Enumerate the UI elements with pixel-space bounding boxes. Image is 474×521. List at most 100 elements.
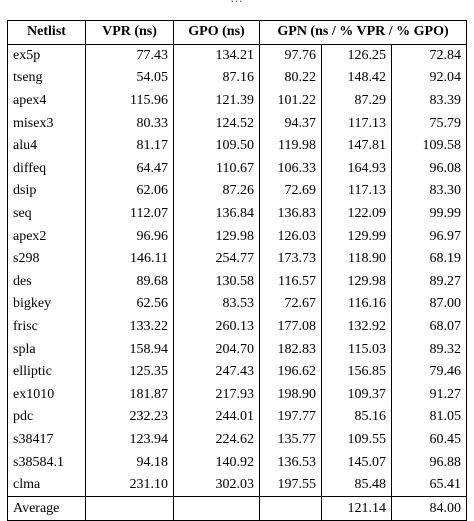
gpo-cell: 302.03 xyxy=(173,473,260,497)
gpn-ns-cell: 177.08 xyxy=(259,315,322,339)
gpn-gpo-pct-cell: 89.32 xyxy=(390,338,468,361)
gpn-gpo-pct-cell: 79.46 xyxy=(390,360,468,384)
gpo-cell: 136.84 xyxy=(173,202,260,226)
header-row: Netlist VPR (ns) GPO (ns) GPN (ns / % VP… xyxy=(7,20,468,45)
gpn-gpo-pct-cell: 65.41 xyxy=(390,473,468,497)
vpr-cell: 123.94 xyxy=(85,428,174,452)
gpn-ns-cell: 116.57 xyxy=(259,270,322,294)
gpo-cell: 129.98 xyxy=(173,225,260,248)
gpo-cell: 134.21 xyxy=(173,44,260,68)
netlist-cell: spla xyxy=(7,338,86,361)
netlist-cell: des xyxy=(7,270,86,294)
gpo-cell: 217.93 xyxy=(173,383,260,407)
table-row: s298 146.11 254.77 173.73 118.90 68.19 xyxy=(7,247,468,271)
netlist-cell: ex5p xyxy=(7,44,86,68)
gpn-gpo-pct-cell: 96.88 xyxy=(390,451,468,474)
gpn-gpo-pct-cell: 60.45 xyxy=(390,428,468,452)
average-gpn-vpr: 121.14 xyxy=(321,496,392,521)
gpn-vpr-pct-cell: 118.90 xyxy=(321,247,392,271)
gpn-ns-cell: 72.67 xyxy=(259,293,322,316)
table-row: pdc 232.23 244.01 197.77 85.16 81.05 xyxy=(7,406,468,429)
gpn-ns-cell: 136.53 xyxy=(259,451,322,474)
netlist-cell: diffeq xyxy=(7,157,86,181)
header-gpo: GPO (ns) xyxy=(173,20,260,45)
gpn-vpr-pct-cell: 87.29 xyxy=(321,89,392,113)
gpn-vpr-pct-cell: 147.81 xyxy=(321,134,392,158)
vpr-cell: 181.87 xyxy=(85,383,174,407)
gpn-vpr-pct-cell: 122.09 xyxy=(321,202,392,226)
gpn-vpr-pct-cell: 156.85 xyxy=(321,360,392,384)
table-row: s38584.1 94.18 140.92 136.53 145.07 96.88 xyxy=(7,451,468,474)
gpn-vpr-pct-cell: 145.07 xyxy=(321,451,392,474)
gpn-ns-cell: 173.73 xyxy=(259,247,322,271)
gpn-vpr-pct-cell: 117.13 xyxy=(321,180,392,203)
vpr-cell: 112.07 xyxy=(85,202,174,226)
netlist-cell: ex1010 xyxy=(7,383,86,407)
gpo-cell: 244.01 xyxy=(173,406,260,429)
gpn-ns-cell: 97.76 xyxy=(259,44,322,68)
vpr-cell: 64.47 xyxy=(85,157,174,181)
gpn-ns-cell: 197.55 xyxy=(259,473,322,497)
gpn-ns-cell: 182.83 xyxy=(259,338,322,361)
gpo-cell: 110.67 xyxy=(173,157,260,181)
gpn-gpo-pct-cell: 68.19 xyxy=(390,247,468,271)
gpo-cell: 109.50 xyxy=(173,134,260,158)
netlist-cell: seq xyxy=(7,202,86,226)
table-row: seq 112.07 136.84 136.83 122.09 99.99 xyxy=(7,202,468,226)
header-gpn: GPN (ns / % VPR / % GPO) xyxy=(258,20,468,45)
gpo-cell: 247.43 xyxy=(173,360,260,384)
gpn-gpo-pct-cell: 68.07 xyxy=(390,315,468,339)
average-gpo-cell xyxy=(173,496,260,521)
table-row: bigkey 62.56 83.53 72.67 116.16 87.00 xyxy=(7,293,468,316)
table-row: ex1010 181.87 217.93 198.90 109.37 91.27 xyxy=(7,383,468,407)
gpn-gpo-pct-cell: 83.39 xyxy=(390,89,468,113)
netlist-cell: misex3 xyxy=(7,112,86,135)
netlist-cell: pdc xyxy=(7,406,86,429)
gpn-gpo-pct-cell: 109.58 xyxy=(390,134,468,158)
average-label: Average xyxy=(7,496,86,521)
netlist-cell: clma xyxy=(7,473,86,497)
gpn-vpr-pct-cell: 85.48 xyxy=(321,473,392,497)
netlist-cell: frisc xyxy=(7,315,86,339)
vpr-cell: 62.06 xyxy=(85,180,174,203)
gpo-cell: 204.70 xyxy=(173,338,260,361)
gpn-ns-cell: 101.22 xyxy=(259,89,322,113)
gpn-vpr-pct-cell: 109.55 xyxy=(321,428,392,452)
table-row: elliptic 125.35 247.43 196.62 156.85 79.46 xyxy=(7,360,468,384)
gpn-ns-cell: 72.69 xyxy=(259,180,322,203)
gpn-gpo-pct-cell: 96.97 xyxy=(390,225,468,248)
gpn-ns-cell: 136.83 xyxy=(259,202,322,226)
table-body: ex5p 77.43 134.21 97.76 126.25 72.84 tseng 54.0… xyxy=(7,44,468,497)
netlist-cell: apex4 xyxy=(7,89,86,113)
gpn-gpo-pct-cell: 81.05 xyxy=(390,406,468,429)
vpr-cell: 133.22 xyxy=(85,315,174,339)
gpn-vpr-pct-cell: 109.37 xyxy=(321,383,392,407)
gpn-ns-cell: 106.33 xyxy=(259,157,322,181)
gpn-ns-cell: 80.22 xyxy=(259,67,322,90)
gpn-ns-cell: 197.77 xyxy=(259,406,322,429)
gpn-gpo-pct-cell: 92.04 xyxy=(390,67,468,90)
table-row: spla 158.94 204.70 182.83 115.03 89.32 xyxy=(7,338,468,361)
vpr-cell: 81.17 xyxy=(85,134,174,158)
vpr-cell: 232.23 xyxy=(85,406,174,429)
vpr-cell: 54.05 xyxy=(85,67,174,90)
average-gpn-ns-cell xyxy=(259,496,322,521)
header-vpr: VPR (ns) xyxy=(85,20,174,45)
netlist-cell: elliptic xyxy=(7,360,86,384)
gpn-vpr-pct-cell: 129.98 xyxy=(321,270,392,294)
table-row: tseng 54.05 87.16 80.22 148.42 92.04 xyxy=(7,67,468,90)
netlist-cell: bigkey xyxy=(7,293,86,316)
gpo-cell: 130.58 xyxy=(173,270,260,294)
gpo-cell: 254.77 xyxy=(173,247,260,271)
netlist-cell: s38417 xyxy=(7,428,86,452)
table-row: s38417 123.94 224.62 135.77 109.55 60.45 xyxy=(7,428,468,452)
gpn-ns-cell: 126.03 xyxy=(259,225,322,248)
vpr-cell: 125.35 xyxy=(85,360,174,384)
gpo-cell: 224.62 xyxy=(173,428,260,452)
gpn-ns-cell: 94.37 xyxy=(259,112,322,135)
gpn-vpr-pct-cell: 117.13 xyxy=(321,112,392,135)
average-gpn-gpo: 84.00 xyxy=(390,496,468,521)
vpr-cell: 80.33 xyxy=(85,112,174,135)
gpn-ns-cell: 198.90 xyxy=(259,383,322,407)
vpr-cell: 158.94 xyxy=(85,338,174,361)
